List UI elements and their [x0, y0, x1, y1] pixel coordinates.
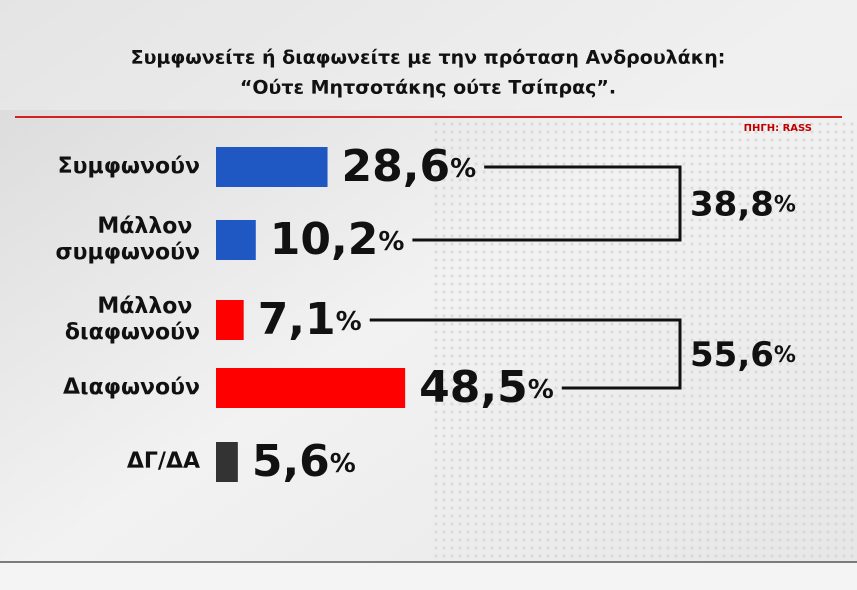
chart-subtitle: “Ούτε Μητσοτάκης ούτε Τσίπρας”. — [240, 77, 616, 99]
value-unit: % — [336, 307, 362, 337]
bar — [216, 147, 328, 187]
value-number: 10,2 — [270, 214, 379, 265]
bar — [216, 300, 244, 340]
header-band — [0, 0, 857, 110]
value-number: 7,1 — [258, 294, 336, 345]
category-label: Μάλλον συμφωνούν — [56, 214, 200, 265]
value-unit: % — [528, 375, 554, 405]
value-number: 55,6 — [690, 335, 774, 375]
footer-band — [0, 562, 857, 590]
value-number: 5,6 — [252, 436, 330, 487]
category-label: ΔΓ/ΔΑ — [127, 449, 200, 474]
texture — [430, 120, 857, 560]
value-label: 28,6% — [342, 141, 477, 192]
bar — [216, 442, 238, 482]
value-label: 5,6% — [252, 436, 356, 487]
value-number: 38,8 — [690, 184, 774, 224]
category-label: Μάλλον διαφωνούν — [65, 294, 200, 345]
value-number: 28,6 — [342, 141, 451, 192]
bar — [216, 220, 256, 260]
category-label: Διαφωνούν — [63, 375, 200, 400]
group-label: 38,8% — [690, 184, 796, 224]
source: ΠΗΓΗ: RASS — [744, 123, 812, 134]
value-label: 10,2% — [270, 214, 405, 265]
value-unit: % — [774, 343, 796, 368]
group-label: 55,6% — [690, 335, 796, 375]
category-label: Συμφωνούν — [58, 154, 200, 179]
bar — [216, 368, 406, 408]
value-unit: % — [450, 154, 476, 184]
value-number: 48,5 — [419, 362, 528, 413]
value-unit: % — [378, 227, 404, 257]
category-line: Μάλλον — [97, 294, 200, 319]
value-label: 48,5% — [419, 362, 554, 413]
category-line: διαφωνούν — [65, 320, 200, 345]
value-unit: % — [330, 449, 356, 479]
value-unit: % — [774, 193, 796, 218]
category-line: συμφωνούν — [56, 240, 200, 265]
chart-title: Συμφωνείτε ή διαφωνείτε με την πρόταση Α… — [131, 47, 726, 69]
category-line: Μάλλον — [97, 214, 200, 239]
value-label: 7,1% — [258, 294, 362, 345]
